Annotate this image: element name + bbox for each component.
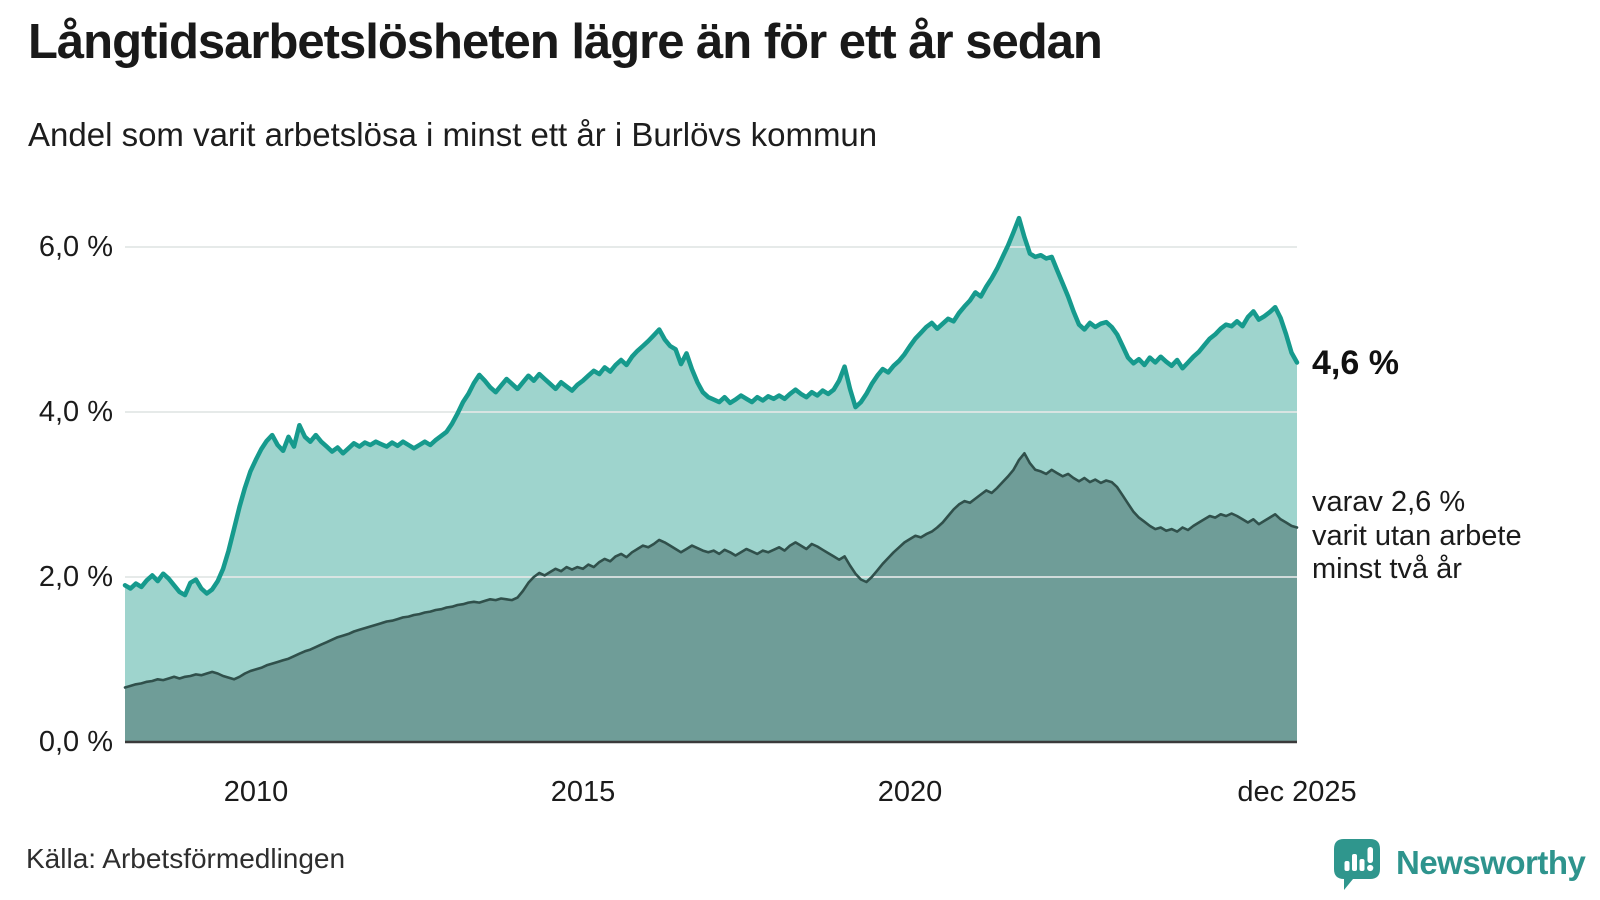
series2-annotation-line3: minst två år xyxy=(1312,553,1462,586)
series2-annotation: varav 2,6 % varit utan arbete minst två … xyxy=(1312,486,1522,587)
line-minst-tva-ar xyxy=(123,452,1299,689)
source-note: Källa: Arbetsförmedlingen xyxy=(26,843,346,874)
series2-annotation-line2: varit utan arbete xyxy=(1312,519,1522,552)
area-minst-tva-ar xyxy=(125,453,1297,742)
line-minst-ett-ar xyxy=(122,215,1300,598)
page-subtitle: Andel som varit arbetslösa i minst ett å… xyxy=(28,116,878,153)
newsworthy-logo-icon xyxy=(1334,839,1380,890)
series2-annotation-line1: varav 2,6 % xyxy=(1312,486,1466,518)
end-value-label: 4,6 % xyxy=(1312,344,1399,382)
page-title: Långtidsarbetslösheten lägre än för ett … xyxy=(28,15,1103,69)
newsworthy-logo: Newsworthy xyxy=(1330,834,1586,892)
newsworthy-wordmark: Newsworthy xyxy=(1396,844,1586,881)
